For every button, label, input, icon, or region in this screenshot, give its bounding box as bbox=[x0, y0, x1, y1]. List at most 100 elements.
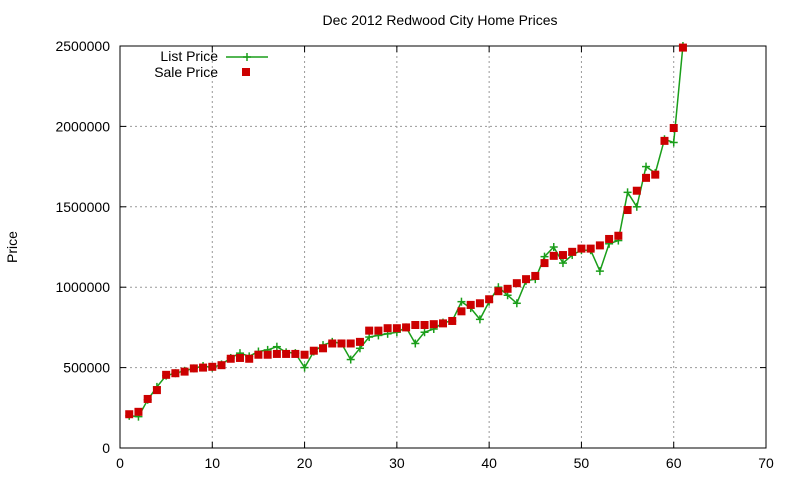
sale-price-point bbox=[189, 364, 198, 373]
sale-price-point bbox=[595, 241, 604, 250]
sale-price-point bbox=[346, 339, 355, 348]
list-price-point bbox=[420, 328, 429, 337]
y-axis-label: Price bbox=[4, 231, 20, 263]
sale-price-point bbox=[282, 349, 291, 358]
sale-price-point bbox=[549, 251, 558, 260]
sale-price-point bbox=[494, 287, 503, 296]
list-price-point bbox=[475, 315, 484, 324]
list-price-point bbox=[300, 363, 309, 372]
sale-price-point bbox=[365, 326, 374, 335]
sale-price-point bbox=[522, 275, 531, 284]
sale-price-point bbox=[402, 323, 411, 332]
sale-price-point bbox=[577, 244, 586, 253]
x-tick-label: 40 bbox=[481, 455, 497, 471]
sale-price-point bbox=[300, 350, 309, 359]
sale-price-point bbox=[558, 251, 567, 260]
sale-price-point bbox=[245, 354, 254, 363]
list-price-point bbox=[669, 138, 678, 147]
y-tick-label: 2000000 bbox=[55, 118, 110, 134]
sale-price-point bbox=[337, 339, 346, 348]
sale-price-point bbox=[180, 367, 189, 376]
grid bbox=[120, 46, 766, 448]
sale-price-point bbox=[199, 363, 208, 372]
y-tick-label: 1500000 bbox=[55, 199, 110, 215]
axis-ticks: 0 10 20 30 40 50 60 70 0 500000 1000000 1500000 2000… bbox=[55, 38, 774, 471]
sale-price-point bbox=[531, 271, 540, 280]
chart-title: Dec 2012 Redwood City Home Prices bbox=[323, 12, 558, 28]
legend-sale-price-marker bbox=[242, 68, 250, 76]
plot-frame bbox=[119, 45, 767, 449]
sale-price-point bbox=[411, 320, 420, 329]
x-tick-label: 70 bbox=[758, 455, 774, 471]
sale-price-point bbox=[466, 300, 475, 309]
sale-price-point bbox=[309, 346, 318, 355]
y-tick-label: 500000 bbox=[63, 360, 110, 376]
sale-price-point bbox=[162, 370, 171, 379]
sale-price-point bbox=[678, 43, 687, 52]
list-price-point bbox=[512, 299, 521, 308]
sale-price-point bbox=[272, 349, 281, 358]
sale-price-point bbox=[319, 344, 328, 353]
y-tick-label: 0 bbox=[102, 440, 110, 456]
sale-price-point bbox=[383, 324, 392, 333]
sale-price-point bbox=[291, 349, 300, 358]
sale-price-point bbox=[512, 279, 521, 288]
x-tick-label: 20 bbox=[297, 455, 313, 471]
sale-price-point bbox=[586, 244, 595, 253]
sale-price-point bbox=[217, 361, 226, 370]
sale-price-point bbox=[485, 295, 494, 304]
list-price-point bbox=[457, 297, 466, 306]
list-price-point bbox=[623, 188, 632, 197]
list-price-point bbox=[411, 339, 420, 348]
sale-price-point bbox=[392, 324, 401, 333]
list-price-point bbox=[272, 342, 281, 351]
x-tick-label: 10 bbox=[204, 455, 220, 471]
sale-price-point bbox=[208, 362, 217, 371]
sale-price-point bbox=[540, 259, 549, 268]
sale-price-point bbox=[660, 136, 669, 145]
sale-price-point bbox=[328, 339, 337, 348]
sale-price-point bbox=[642, 173, 651, 182]
legend: List Price Sale Price bbox=[154, 48, 268, 80]
y-tick-label: 1000000 bbox=[55, 279, 110, 295]
sale-price-point bbox=[568, 247, 577, 256]
sale-price-point bbox=[439, 319, 447, 328]
sale-price-point bbox=[623, 206, 632, 215]
sale-price-point bbox=[263, 350, 272, 359]
sale-price-point bbox=[254, 350, 263, 359]
sale-price-point bbox=[429, 320, 438, 329]
sale-price-point bbox=[134, 407, 143, 416]
sale-price-point bbox=[171, 369, 180, 378]
legend-label-list-price: List Price bbox=[160, 48, 218, 64]
list-price-point bbox=[549, 243, 558, 251]
list-price-point bbox=[558, 259, 567, 268]
sale-price-point bbox=[457, 307, 466, 316]
sale-price-point bbox=[651, 170, 660, 179]
x-tick-label: 50 bbox=[574, 455, 590, 471]
y-tick-label: 2500000 bbox=[55, 38, 110, 54]
sale-price-point bbox=[143, 394, 152, 403]
sale-price-point bbox=[420, 320, 429, 329]
list-price-point bbox=[632, 202, 641, 211]
sale-price-point bbox=[152, 386, 161, 395]
list-price-point bbox=[642, 162, 651, 171]
list-price-point bbox=[595, 267, 604, 276]
sale-price-point bbox=[669, 124, 678, 133]
sale-price-point bbox=[448, 316, 457, 325]
series bbox=[125, 42, 687, 421]
sale-price-point bbox=[125, 410, 134, 419]
sale-price-point bbox=[503, 284, 512, 293]
legend-label-sale-price: Sale Price bbox=[154, 64, 218, 80]
sale-price-point bbox=[355, 337, 364, 346]
list-price-point bbox=[346, 355, 355, 364]
x-tick-label: 60 bbox=[666, 455, 682, 471]
sale-price-point bbox=[235, 353, 244, 362]
sale-price-point bbox=[475, 299, 484, 308]
x-tick-label: 0 bbox=[116, 455, 124, 471]
sale-price-point bbox=[226, 354, 235, 363]
sale-price-point bbox=[374, 326, 383, 335]
x-tick-label: 30 bbox=[389, 455, 405, 471]
sale-price-point bbox=[605, 234, 614, 243]
sale-price-point bbox=[614, 231, 623, 240]
